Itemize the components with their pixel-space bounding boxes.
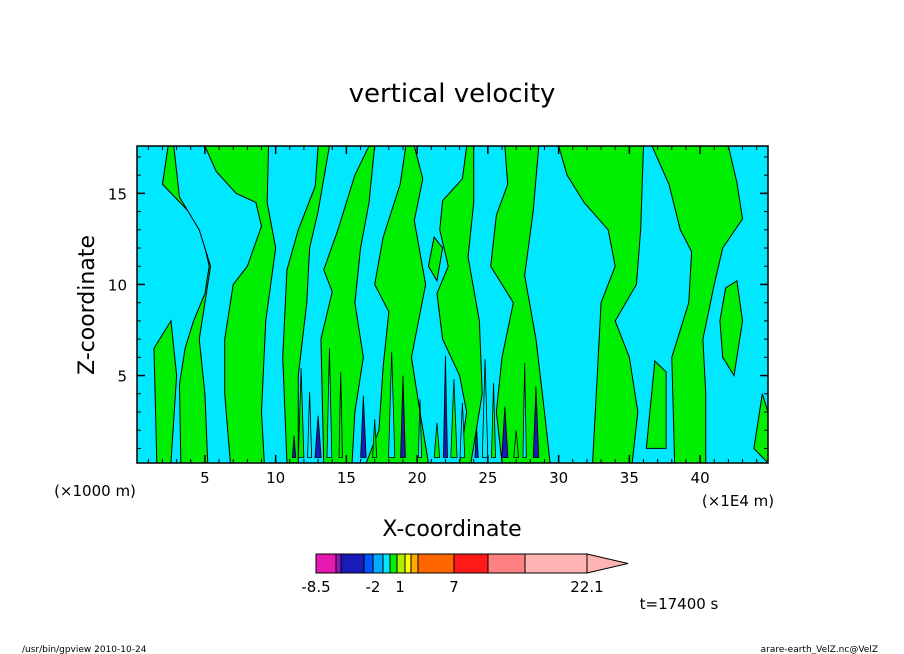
colorbar-segment (315, 553, 337, 574)
colorbar-segment (372, 553, 384, 574)
colorbar-segment (417, 553, 455, 574)
x-tick-label: 30 (549, 469, 568, 487)
chart-title: vertical velocity (349, 79, 556, 109)
x-tick-label: 20 (408, 469, 427, 487)
small-scale-cells (291, 348, 540, 458)
convective-cell (297, 368, 305, 458)
negative-region (410, 146, 468, 463)
positive-island (753, 393, 768, 463)
positive-island (427, 235, 444, 283)
convective-cell (314, 415, 322, 458)
convective-cell (307, 391, 313, 458)
colorbar (315, 553, 629, 574)
footer-left: /usr/bin/gpview 2010-10-24 (22, 645, 147, 654)
colorbar-tick-label: 1 (395, 578, 405, 596)
y-axis: 5 10 15 (108, 156, 768, 449)
x-unit-left: (×1000 m) (54, 482, 136, 500)
plot-frame (136, 145, 769, 464)
colorbar-tick-label: 22.1 (570, 578, 603, 596)
colorbar-segment (389, 553, 398, 574)
positive-island (645, 359, 667, 449)
convective-cell (338, 371, 343, 458)
x-tick-label: 5 (200, 469, 210, 487)
convective-cell (501, 406, 509, 458)
negative-region (351, 146, 407, 463)
colorbar-tick-label: 7 (449, 578, 459, 596)
x-axis: 5 10 15 20 25 30 35 40 (147, 146, 758, 487)
x-axis-label: X-coordinate (382, 517, 521, 542)
colorbar-segment (382, 553, 391, 574)
x-tick-label: 10 (266, 469, 285, 487)
convective-cell (433, 422, 441, 458)
y-tick-label: 15 (108, 185, 127, 203)
x-unit-right: (×1E4 m) (702, 492, 774, 510)
convective-cell (388, 351, 396, 458)
colorbar-extension-arrow (586, 553, 629, 574)
colorbar-tick-label: -8.5 (301, 578, 330, 596)
x-tick-label: 40 (691, 469, 710, 487)
plot-area (137, 146, 768, 463)
positive-island (153, 319, 178, 463)
convective-cell (400, 375, 406, 458)
negative-velocity-regions (137, 146, 768, 463)
x-tick-label: 15 (337, 469, 356, 487)
convective-cell (360, 395, 367, 458)
y-axis-label: Z-coordinate (75, 235, 100, 375)
y-tick-label: 10 (108, 276, 127, 294)
colorbar-segment (524, 553, 588, 574)
negative-region (614, 146, 693, 463)
convective-cell (442, 355, 448, 458)
negative-region (524, 146, 616, 463)
positive-island (719, 279, 744, 377)
y-tick-label: 5 (117, 368, 127, 386)
colorbar-segment (404, 553, 412, 574)
colorbar-segment (487, 553, 526, 574)
colorbar-segment (335, 553, 342, 574)
colorbar-segment (396, 553, 406, 574)
convective-cell (522, 362, 527, 458)
colorbar-tick-label: -2 (366, 578, 381, 596)
negative-region (467, 146, 514, 463)
convective-cell (417, 399, 423, 458)
colorbar-segment (410, 553, 419, 574)
convective-cell (513, 430, 520, 458)
time-label: t=17400 s (640, 595, 719, 613)
negative-region (261, 146, 319, 463)
convective-cell (326, 348, 333, 458)
colorbar-segment (363, 553, 374, 574)
negative-region (173, 146, 263, 463)
footer-right: arare-earth_VelZ.nc@VelZ (761, 645, 878, 654)
convective-cell (450, 379, 458, 458)
convective-cell (532, 386, 540, 458)
convective-cell (474, 426, 479, 458)
colorbar-segment (453, 553, 489, 574)
x-tick-label: 35 (620, 469, 639, 487)
colorbar-labels: -8.5 -2 1 7 22.1 (301, 578, 603, 596)
x-tick-label: 25 (478, 469, 497, 487)
convective-cell (491, 382, 496, 458)
convective-cell (291, 435, 297, 458)
convective-cell (372, 419, 378, 458)
negative-region (297, 146, 370, 463)
convective-cell (481, 359, 489, 458)
colorbar-segment (340, 553, 365, 574)
convective-cell (459, 402, 466, 458)
